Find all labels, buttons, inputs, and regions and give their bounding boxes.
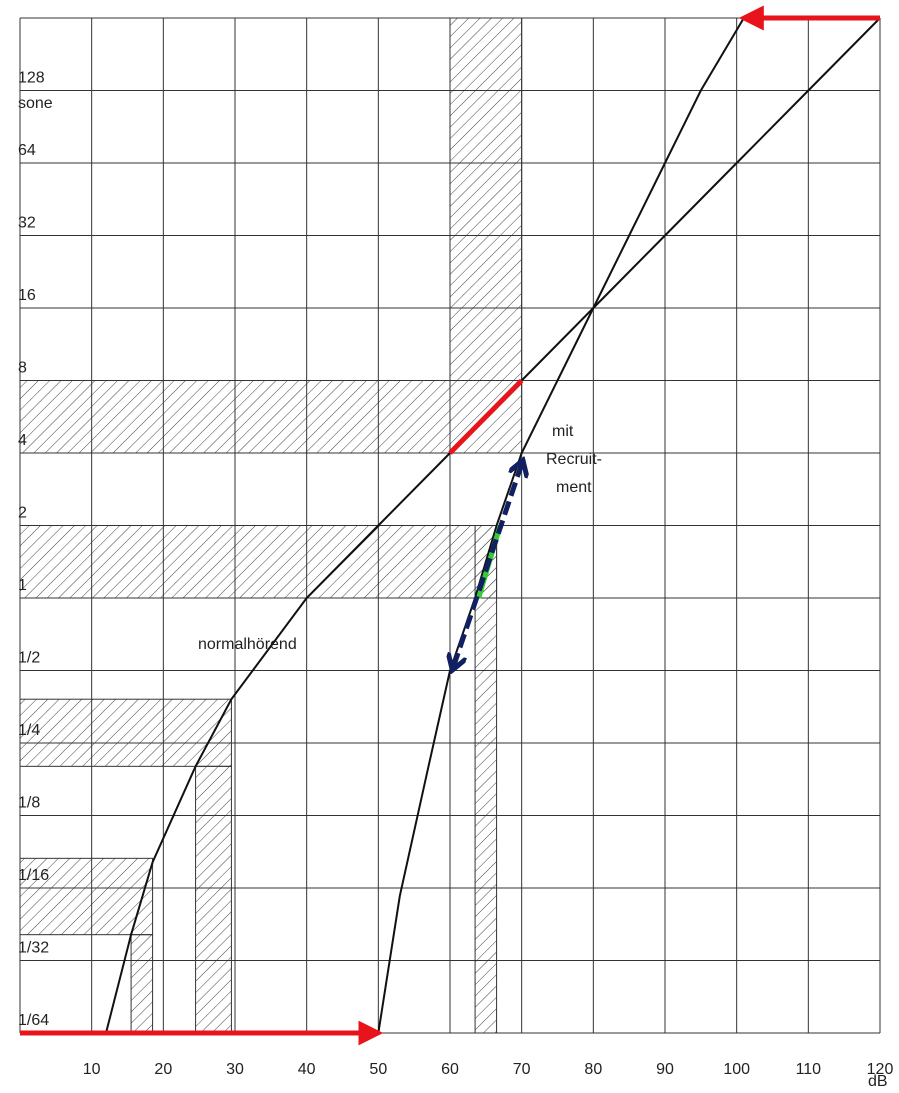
- y-tick-label: 8: [18, 360, 27, 377]
- hatched-region: [195, 765, 232, 1034]
- series-label: mit Recruit-ment: [546, 423, 602, 496]
- x-axis-label: dB: [868, 1073, 888, 1088]
- x-tick-label: 30: [226, 1061, 244, 1078]
- x-tick-label: 100: [723, 1061, 750, 1078]
- y-tick-label: 1/32: [18, 940, 49, 957]
- hatched-region: [19, 380, 523, 454]
- hatched-region: [449, 17, 523, 381]
- y-tick-label: 1/16: [18, 867, 49, 884]
- hatched-region: [19, 857, 154, 936]
- x-tick-label: 10: [83, 1061, 101, 1078]
- x-tick-label: 50: [369, 1061, 387, 1078]
- y-tick-label: 1/2: [18, 650, 40, 667]
- x-tick-label: 60: [441, 1061, 459, 1078]
- line-series: [377, 17, 745, 1034]
- hatched-region: [474, 525, 498, 1034]
- y-axis-label: sone: [18, 95, 53, 112]
- line-series: [105, 17, 881, 1034]
- hatched-region: [19, 698, 232, 767]
- y-tick-label: 2: [18, 505, 27, 522]
- y-tick-label: 16: [18, 287, 36, 304]
- x-tick-label: 20: [154, 1061, 172, 1078]
- y-tick-label: 64: [18, 142, 36, 159]
- annotation-segment: [448, 378, 524, 455]
- hatched-region: [130, 934, 154, 1034]
- x-tick-label: 40: [298, 1061, 316, 1078]
- x-tick-label: 80: [584, 1061, 602, 1078]
- y-tick-label: 1: [18, 577, 27, 594]
- x-tick-label: 120: [867, 1061, 894, 1078]
- y-tick-label: 1/4: [18, 722, 40, 739]
- annotation-double-arrow: [454, 464, 522, 666]
- x-tick-label: 110: [796, 1061, 822, 1078]
- y-tick-label: 1/64: [18, 1012, 49, 1029]
- series-label: normalhörend: [198, 636, 297, 653]
- x-tick-label: 70: [513, 1061, 531, 1078]
- y-tick-label: 1/8: [18, 795, 40, 812]
- x-tick-label: 90: [656, 1061, 674, 1078]
- y-tick-label: 128: [18, 70, 45, 87]
- y-tick-label: 32: [18, 215, 36, 232]
- y-tick-label: 4: [18, 432, 27, 449]
